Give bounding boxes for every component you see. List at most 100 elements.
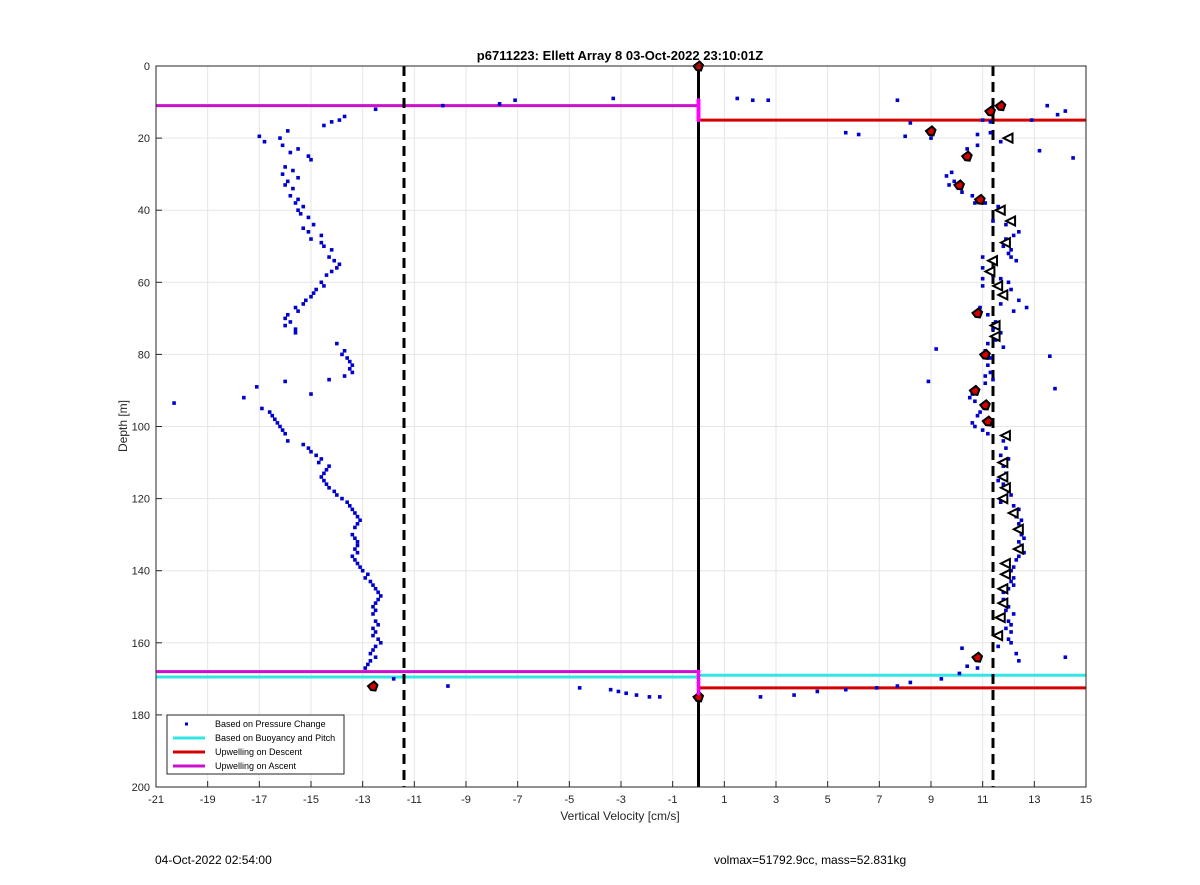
pressure-change-point [329,120,334,124]
x-tick-label: 15 [1080,794,1092,806]
pressure-change-point [319,240,324,245]
triangle-marker [1003,214,1017,228]
pressure-change-point [319,280,324,285]
pressure-change-point [366,572,370,577]
x-axis-label: Vertical Velocity [cm/s] [560,809,679,823]
pressure-change-point [1001,345,1006,349]
x-tick-label: 5 [825,794,831,806]
triangle-marker [998,236,1011,249]
triangle-marker [1001,131,1014,145]
pressure-change-point [283,323,287,328]
y-tick-label: 200 [132,782,150,794]
pressure-change-point [1009,248,1013,252]
zero-line-marker [696,687,701,692]
pressure-change-point [446,684,450,688]
pressure-change-point [306,230,311,234]
pressure-change-point [373,655,378,660]
pressure-change-point [1063,655,1068,660]
pressure-change-point [360,568,365,573]
pressure-change-point [373,107,378,112]
pressure-change-point [335,266,339,270]
pressure-change-point [611,96,616,101]
pressure-change-point [311,291,316,295]
pressure-change-point [270,413,275,418]
y-tick-label: 100 [132,422,150,434]
pressure-change-point [327,485,331,490]
pressure-change-point [267,410,272,414]
pressure-change-point [314,453,318,458]
pressure-change-point [1001,439,1006,443]
pressure-change-point [373,630,378,634]
pressure-change-point [335,493,339,497]
pressure-change-point [1006,604,1011,609]
pressure-change-point [634,693,639,697]
pressure-change-point [967,395,972,400]
pressure-change-point [342,114,347,119]
pressure-change-point [978,305,982,310]
pressure-change-point [363,666,368,670]
reference-lines [402,66,995,787]
pressure-change-point [363,576,368,580]
pressure-change-point [577,686,582,690]
pressure-change-point [293,330,298,335]
pressure-change-point [350,532,355,537]
pressure-change-point [1022,550,1026,555]
pressure-change-point [324,273,329,277]
pressure-change-point [373,608,378,613]
pressure-change-point [355,522,360,526]
pressure-change-point [347,359,352,364]
star-marker [968,384,981,397]
legend-label: Based on Buoyancy and Pitch [215,733,335,743]
pressure-change-point [280,428,285,432]
pressure-change-point [1004,222,1008,227]
legend-label: Upwelling on Descent [215,747,303,757]
pressure-change-point [329,248,334,252]
pressure-change-point [373,644,378,649]
x-tick-label: -1 [668,794,678,806]
pressure-change-point [929,136,933,140]
pressure-change-point [986,431,990,436]
triangle-marker [996,470,1009,484]
pressure-change-point [273,417,277,422]
pressure-change-point [947,183,951,187]
pressure-change-point [735,96,740,101]
pressure-change-point [322,244,326,249]
pressure-change-point [903,134,907,139]
star-marker [994,99,1007,112]
pressure-change-point [353,547,357,551]
pressure-change-point [970,193,975,198]
footer-timestamp: 04-Oct-2022 02:54:00 [155,853,272,867]
pressure-change-point [306,446,311,450]
pressure-change-point [1017,298,1021,303]
triangle-marker [998,568,1011,581]
pressure-change-point [998,330,1003,335]
pressure-change-point [991,377,995,382]
pressure-change-point [1011,565,1016,569]
pressure-change-point [440,103,445,108]
star-marker [971,307,984,319]
pressure-change-point [311,222,316,227]
x-tick-label: 11 [977,794,988,806]
pressure-change-point [391,677,396,681]
pressure-change-point [986,341,990,346]
pressure-change-point [1006,280,1011,285]
x-tick-label: -3 [616,794,626,806]
pressure-change-point [353,525,357,530]
x-tick-label: -13 [355,794,371,806]
triangle-marker [990,279,1004,293]
pressure-change-point [980,255,985,259]
pressure-change-point [1017,554,1021,559]
pressure-change-point [973,201,977,205]
pressure-change-point [373,601,378,605]
pressure-change-point [1009,255,1013,259]
pressure-change-point [293,201,298,205]
pressure-change-point [988,120,993,124]
zero-line-marker [696,673,701,678]
pressure-change-point [616,689,621,694]
pressure-change-point [291,168,295,173]
pressure-change-point [980,428,985,432]
pressure-change-point [1024,305,1029,310]
pressure-change-point [978,410,982,414]
triangle-marker [988,330,1001,343]
pressure-change-point [172,401,176,405]
